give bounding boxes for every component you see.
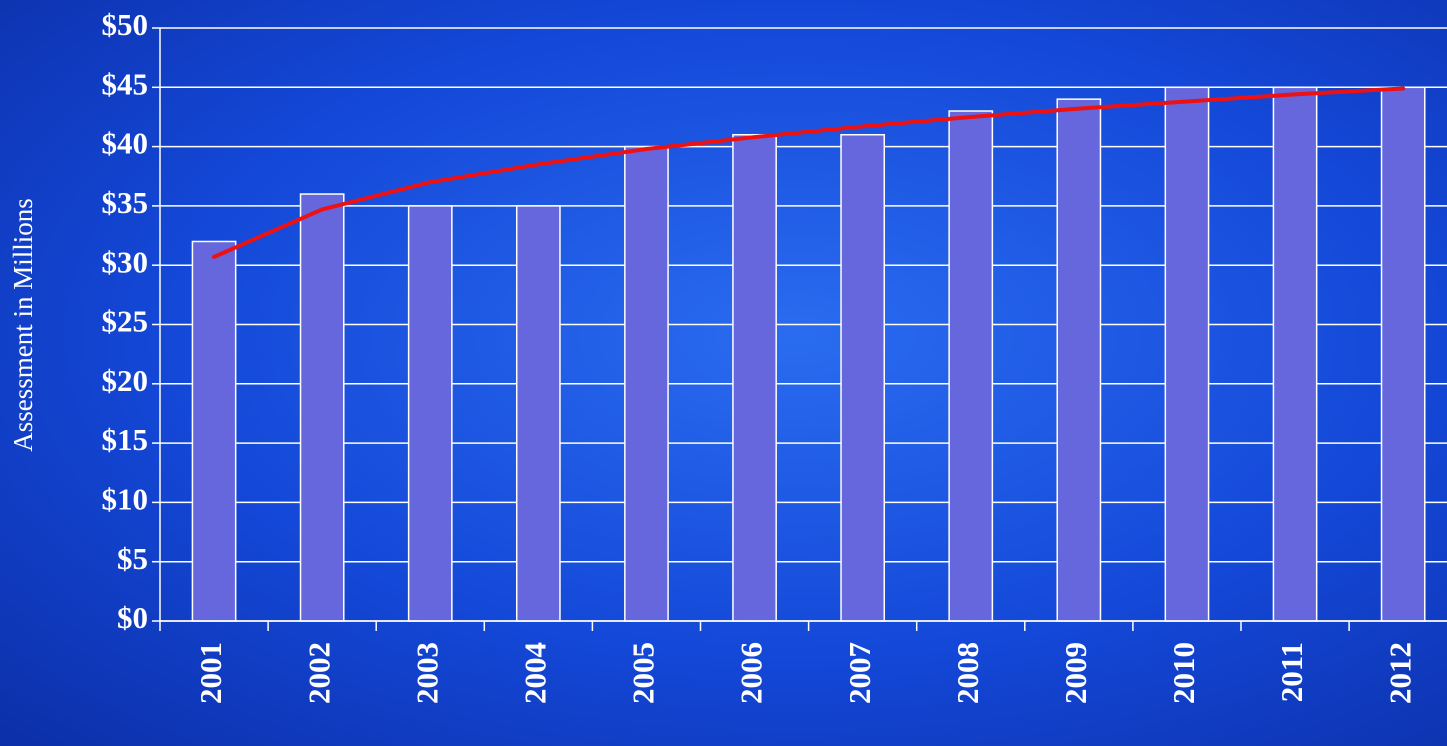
y-tick-label: $5 bbox=[117, 541, 148, 576]
bar bbox=[1272, 86, 1318, 622]
x-tick-label: 2005 bbox=[626, 642, 661, 704]
bar bbox=[191, 240, 237, 622]
x-tick-label: 2011 bbox=[1274, 642, 1309, 702]
y-tick-label: $30 bbox=[102, 244, 149, 279]
bar bbox=[948, 110, 994, 622]
y-tick-label: $50 bbox=[102, 7, 149, 42]
y-tick-label: $35 bbox=[102, 185, 149, 220]
x-tick-label: 2006 bbox=[734, 642, 769, 704]
y-axis-label: Assessment in Millions bbox=[8, 198, 38, 452]
x-tick-label: 2009 bbox=[1058, 642, 1093, 704]
x-tick-label: 2002 bbox=[301, 642, 336, 704]
bar bbox=[299, 193, 345, 622]
x-tick-label: 2008 bbox=[950, 642, 985, 704]
bar bbox=[515, 205, 561, 622]
x-tick-label: 2001 bbox=[193, 642, 228, 704]
x-tick-label: 2004 bbox=[517, 642, 552, 704]
trend-line bbox=[212, 86, 1406, 259]
x-tick-label: 2007 bbox=[842, 642, 877, 704]
y-tick-label: $10 bbox=[102, 482, 149, 517]
bar bbox=[1164, 86, 1210, 622]
x-tick-label: 2012 bbox=[1382, 642, 1417, 704]
bar bbox=[407, 205, 453, 622]
bar bbox=[1056, 98, 1102, 622]
x-tick-label: 2003 bbox=[409, 642, 444, 704]
bar bbox=[840, 133, 886, 622]
bar bbox=[732, 133, 777, 622]
y-tick-label: $25 bbox=[102, 304, 149, 339]
y-tick-label: $40 bbox=[102, 126, 149, 161]
y-tick-label: $20 bbox=[102, 363, 149, 398]
bar bbox=[1380, 86, 1426, 622]
bar bbox=[624, 145, 669, 622]
y-tick-label: $15 bbox=[102, 422, 149, 457]
y-tick-label: $45 bbox=[102, 66, 149, 101]
x-tick-label: 2010 bbox=[1166, 642, 1201, 704]
y-tick-label: $0 bbox=[117, 600, 148, 635]
